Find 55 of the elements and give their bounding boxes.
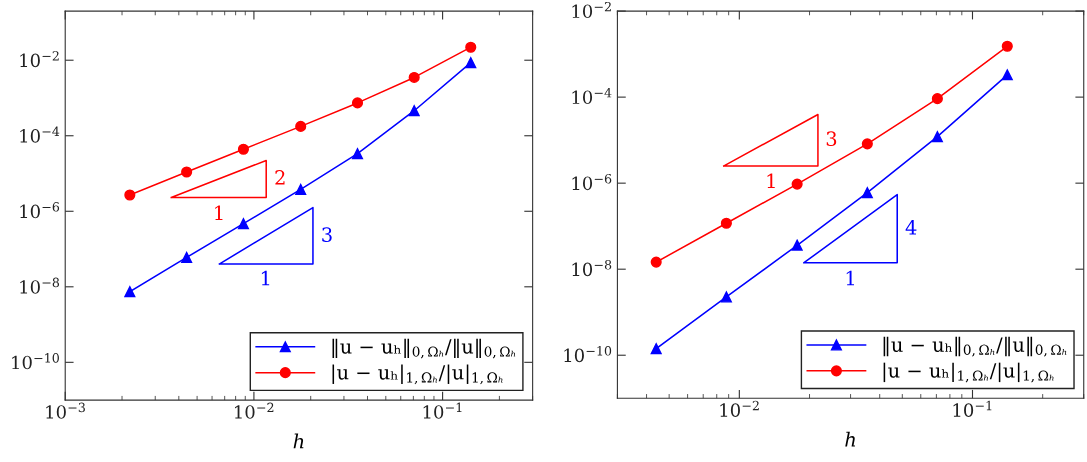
x-tick-label: 10$^{−3}$ — [46, 402, 85, 419]
legend-label: |u − uₕ|$_{1,Ωₕ}$/|u|$_{1,Ωₕ}$ — [332, 364, 503, 385]
point — [237, 218, 249, 230]
point — [1001, 69, 1013, 81]
y-tick-label: 10$^{−4}$ — [572, 87, 612, 105]
y-tick-label: 10$^{−8}$ — [572, 259, 612, 277]
x-tick-label: 10$^{−2}$ — [234, 402, 274, 419]
point — [931, 93, 943, 105]
annotation: 4 — [905, 219, 917, 235]
y-tick-label: 10$^{−4}$ — [20, 126, 60, 143]
legend-label: ‖u − uₕ‖$_{0,Ωₕ}$/‖u‖$_{0,Ωₕ}$ — [332, 338, 516, 359]
annotation: 1 — [767, 173, 775, 188]
point — [720, 291, 732, 303]
legend-label: |u − uₕ|$_{1,Ωₕ}$/|u|$_{1,Ωₕ}$ — [883, 362, 1054, 383]
x-axis-title: h — [293, 433, 304, 449]
point — [408, 71, 420, 83]
x-tick-label: 10$^{−1}$ — [423, 402, 462, 419]
point — [650, 256, 662, 268]
annotation: 3 — [322, 227, 332, 242]
annotation: 2 — [275, 170, 285, 185]
point — [295, 183, 307, 195]
y-tick-label: 10$^{−10}$ — [12, 353, 59, 370]
point — [351, 97, 364, 109]
x-tick-label: 10$^{−2}$ — [720, 400, 759, 417]
point — [465, 41, 477, 53]
point — [465, 57, 477, 69]
legend-label: ‖u − uₕ‖$_{0,Ωₕ}$/‖u‖$_{0,Ωₕ}$ — [883, 336, 1067, 357]
y-tick-label: 10$^{−8}$ — [20, 277, 60, 294]
point — [791, 239, 803, 251]
point — [861, 138, 873, 150]
x-axis-title: h — [845, 431, 856, 447]
point — [181, 166, 193, 178]
point — [931, 131, 943, 143]
point — [295, 120, 307, 132]
point — [351, 148, 364, 160]
point — [720, 217, 732, 229]
point — [237, 143, 249, 155]
y-tick-label: 10$^{−6}$ — [572, 173, 612, 191]
y-tick-label: 10$^{−2}$ — [572, 1, 611, 19]
point — [181, 251, 193, 263]
point — [861, 187, 873, 199]
y-tick-label: 10$^{−2}$ — [20, 51, 59, 68]
point — [650, 343, 662, 355]
annotation: 1 — [846, 270, 854, 286]
annotation: 1 — [215, 205, 223, 220]
x-tick-label: 10$^{−1}$ — [953, 400, 992, 417]
point — [791, 178, 803, 190]
y-tick-label: 10$^{−6}$ — [20, 202, 60, 219]
point — [408, 105, 420, 117]
annotation: 1 — [261, 270, 270, 286]
point — [124, 189, 136, 201]
point — [1001, 40, 1013, 52]
y-tick-label: 10$^{−10}$ — [564, 346, 612, 363]
point — [124, 286, 136, 298]
annotation: 3 — [826, 131, 837, 147]
